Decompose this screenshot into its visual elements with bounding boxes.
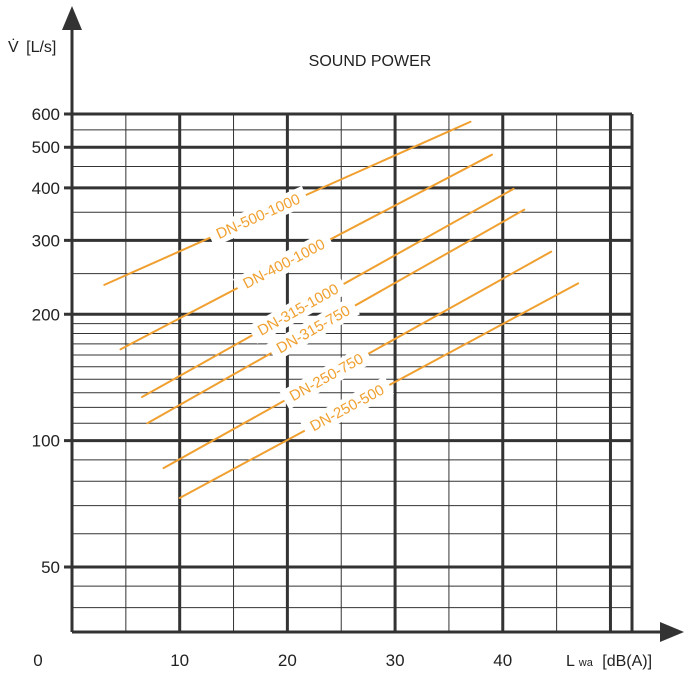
- x-axis-arrow-icon: [660, 622, 684, 642]
- series-label-group: DN-500-1000: [206, 185, 310, 247]
- series-label-background: [206, 185, 310, 247]
- y-axis-label: V̇ [L/s]: [8, 38, 56, 56]
- x-tick-label: 0: [33, 651, 42, 670]
- y-axis-symbol: V̇: [8, 38, 19, 56]
- y-axis-unit: [L/s]: [26, 39, 56, 56]
- x-tick-labels: 0 10 20 30 40: [33, 651, 512, 670]
- x-axis-symbol: L: [566, 653, 575, 670]
- y-tick-label: 600: [32, 105, 60, 124]
- x-tick-label: 20: [278, 651, 297, 670]
- y-tick-label: 100: [32, 432, 60, 451]
- series-label-background: [247, 275, 349, 344]
- series-label-background: [232, 230, 335, 297]
- y-tick-label: 500: [32, 138, 60, 157]
- y-tick-label: 200: [32, 305, 60, 324]
- y-tick-label: 300: [32, 231, 60, 250]
- y-axis-arrow-icon: [62, 6, 82, 30]
- series-label: DN-400-1000: [240, 236, 328, 293]
- series-DN-250-750: DN-250-750: [162, 250, 553, 470]
- series-label: DN-500-1000: [214, 191, 303, 243]
- chart-title: SOUND POWER: [309, 53, 432, 70]
- y-tick-label: 50: [41, 558, 60, 577]
- series-label-background: [300, 376, 395, 440]
- series-label-background: [279, 345, 374, 410]
- x-axis-label: L wa [dB(A)]: [566, 653, 652, 670]
- x-tick-label: 10: [170, 651, 189, 670]
- y-tick-labels: 50 100 200 300 400 500 600: [32, 105, 60, 577]
- axes: [62, 6, 684, 642]
- x-tick-label: 40: [493, 651, 512, 670]
- y-tick-label: 400: [32, 179, 60, 198]
- x-tick-label: 30: [386, 651, 405, 670]
- series-label-background: [266, 296, 360, 362]
- x-axis-subscript: wa: [578, 657, 594, 669]
- x-axis-unit: [dB(A)]: [602, 653, 652, 670]
